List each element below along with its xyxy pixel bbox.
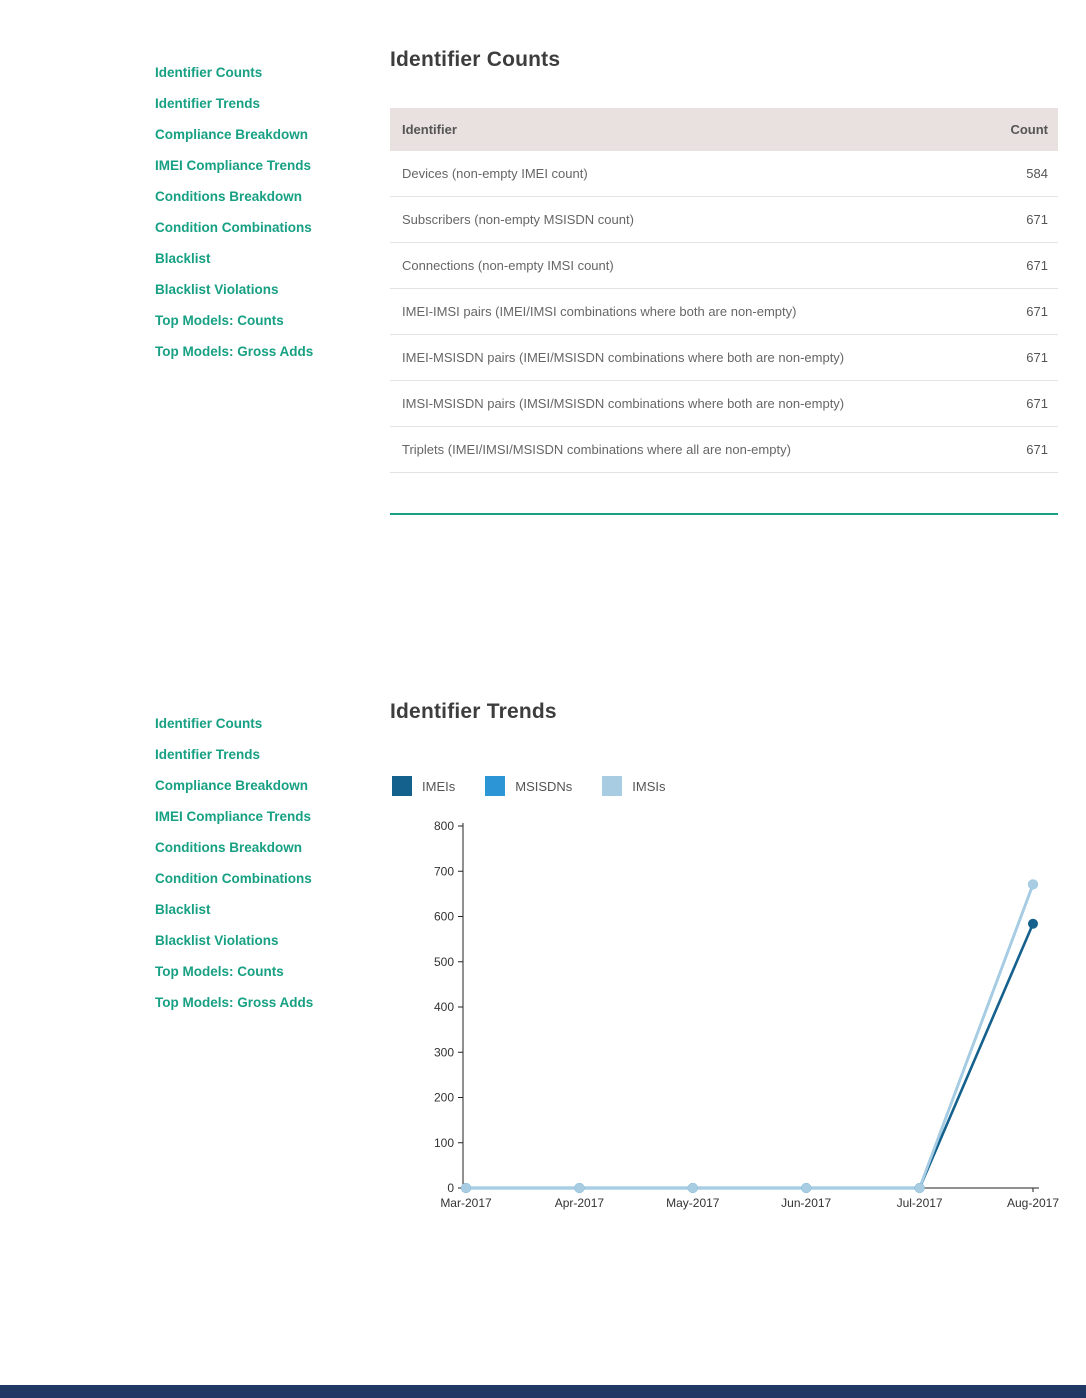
identifier-trends-chart: 0 100 200 300 400 500 600 700 800 Mar-2017 Apr-201…: [434, 819, 1059, 1210]
sidebar-item-identifier-trends[interactable]: Identifier Trends: [155, 747, 261, 762]
sidebar-item-top-models-counts[interactable]: Top Models: Counts: [155, 313, 284, 328]
sidebar-item-top-models-gross-adds[interactable]: Top Models: Gross Adds: [155, 995, 314, 1010]
sidebar-nav: Identifier Counts Identifier Trends Compli…: [155, 708, 380, 1018]
count-cell: 671: [982, 380, 1058, 427]
count-cell: 584: [982, 151, 1058, 197]
sidebar-item-identifier-counts[interactable]: Identifier Counts: [155, 65, 263, 80]
count-cell: 671: [982, 242, 1058, 289]
identifier-counts-section: Identifier Counts Identifier Count Devic…: [390, 48, 1058, 515]
count-cell: 671: [982, 334, 1058, 381]
data-point-imsis: [801, 1183, 812, 1193]
y-tick-label: 0: [447, 1181, 454, 1195]
legend-swatch-msisdns: [485, 776, 506, 796]
table-header-row: Identifier Count: [390, 108, 1058, 151]
count-cell: 671: [982, 426, 1058, 473]
table-row: IMSI-MSISDN pairs (IMSI/MSISDN combinati…: [390, 380, 1058, 427]
count-cell: 671: [982, 288, 1058, 335]
identifier-cell: Connections (non-empty IMSI count): [390, 242, 983, 289]
y-tick-label: 100: [434, 1136, 454, 1150]
y-tick-label: 200: [434, 1091, 454, 1105]
sidebar-item-top-models-counts[interactable]: Top Models: Counts: [155, 964, 284, 979]
identifier-cell: Triplets (IMEI/IMSI/MSISDN combinations …: [390, 426, 983, 473]
table-row: IMEI-IMSI pairs (IMEI/IMSI combinations …: [390, 288, 1058, 335]
y-tick-label: 500: [434, 955, 454, 969]
chart-legend: IMEIs MSISDNs IMSIs: [392, 776, 696, 796]
x-tick-label: Jul-2017: [897, 1196, 943, 1210]
y-tick-label: 800: [434, 819, 454, 833]
data-point-imsis: [914, 1183, 925, 1193]
x-tick-label: Mar-2017: [440, 1196, 492, 1210]
legend-item-imsis: IMSIs: [602, 776, 666, 796]
legend-swatch-imsis: [602, 776, 623, 796]
identifier-cell: Devices (non-empty IMEI count): [390, 151, 983, 197]
table-row: Triplets (IMEI/IMSI/MSISDN combinations …: [390, 426, 1058, 473]
sidebar-item-imei-compliance-trends[interactable]: IMEI Compliance Trends: [155, 809, 312, 824]
sidebar-item-imei-compliance-trends[interactable]: IMEI Compliance Trends: [155, 158, 312, 173]
sidebar-item-conditions-breakdown[interactable]: Conditions Breakdown: [155, 189, 303, 204]
sidebar-item-condition-combinations[interactable]: Condition Combinations: [155, 871, 312, 886]
identifier-cell: Subscribers (non-empty MSISDN count): [390, 196, 983, 243]
data-point-imsis: [1028, 879, 1038, 890]
legend-item-msisdns: MSISDNs: [485, 776, 572, 796]
col-header-identifier: Identifier: [390, 108, 983, 151]
sidebar-item-identifier-counts[interactable]: Identifier Counts: [155, 716, 263, 731]
sidebar-item-identifier-trends[interactable]: Identifier Trends: [155, 96, 261, 111]
identifier-cell: IMSI-MSISDN pairs (IMSI/MSISDN combinati…: [390, 380, 983, 427]
series-line-msisdns: [466, 883, 1035, 1190]
x-tick-label: Jun-2017: [781, 1196, 831, 1210]
x-tick-label: Aug-2017: [1007, 1196, 1059, 1210]
identifier-trends-section: Identifier Trends IMEIs MSISDNs IMSIs 0 100…: [390, 700, 1059, 1210]
identifier-cell: IMEI-MSISDN pairs (IMEI/MSISDN combinati…: [390, 334, 983, 381]
identifier-counts-table: Identifier Count Devices (non-empty IMEI…: [390, 108, 1058, 473]
legend-label: IMEIs: [422, 778, 456, 794]
sidebar-item-blacklist-violations[interactable]: Blacklist Violations: [155, 282, 279, 297]
sidebar-item-compliance-breakdown[interactable]: Compliance Breakdown: [155, 127, 309, 142]
table-row: Devices (non-empty IMEI count) 584: [390, 151, 1058, 197]
table-row: Subscribers (non-empty MSISDN count) 671: [390, 196, 1058, 243]
y-tick-label: 700: [434, 864, 454, 878]
table-row: Connections (non-empty IMSI count) 671: [390, 242, 1058, 289]
table-row: IMEI-MSISDN pairs (IMEI/MSISDN combinati…: [390, 334, 1058, 381]
identifier-trends-title: Identifier Trends: [390, 700, 557, 723]
data-point-imsis: [461, 1183, 471, 1193]
identifier-cell: IMEI-IMSI pairs (IMEI/IMSI combinations …: [390, 288, 983, 335]
x-tick-label: May-2017: [666, 1196, 720, 1210]
sidebar-item-condition-combinations[interactable]: Condition Combinations: [155, 220, 312, 235]
section-divider: [390, 513, 1058, 515]
series-line-imeis: [466, 923, 1035, 1190]
sidebar-item-blacklist[interactable]: Blacklist: [155, 902, 211, 917]
sidebar-item-top-models-gross-adds[interactable]: Top Models: Gross Adds: [155, 344, 314, 359]
data-point-imeis: [1028, 918, 1038, 929]
y-tick-label: 300: [434, 1045, 454, 1059]
legend-swatch-imeis: [392, 776, 412, 796]
y-tick-label: 400: [434, 1000, 454, 1014]
sidebar-nav: Identifier Counts Identifier Trends Compli…: [155, 57, 380, 367]
sidebar-item-conditions-breakdown[interactable]: Conditions Breakdown: [155, 840, 303, 855]
series-line-imsis: [466, 883, 1035, 1190]
x-tick-label: Apr-2017: [555, 1196, 605, 1210]
count-cell: 671: [982, 196, 1058, 243]
col-header-count: Count: [982, 108, 1058, 151]
data-point-imsis: [574, 1183, 585, 1193]
y-tick-label: 600: [434, 910, 454, 924]
sidebar-item-blacklist-violations[interactable]: Blacklist Violations: [155, 933, 279, 948]
chart-area: 0 100 200 300 400 500 600 700 800 Mar-2017 Apr-201…: [420, 816, 1080, 1226]
identifier-counts-title: Identifier Counts: [390, 48, 561, 71]
sidebar-item-blacklist[interactable]: Blacklist: [155, 251, 211, 266]
data-point-imsis: [687, 1183, 698, 1193]
sidebar-item-compliance-breakdown[interactable]: Compliance Breakdown: [155, 778, 309, 793]
footer-bar: [0, 1385, 1086, 1398]
legend-label: IMSIs: [632, 778, 666, 794]
legend-label: MSISDNs: [515, 778, 573, 794]
legend-item-imeis: IMEIs: [392, 776, 455, 796]
